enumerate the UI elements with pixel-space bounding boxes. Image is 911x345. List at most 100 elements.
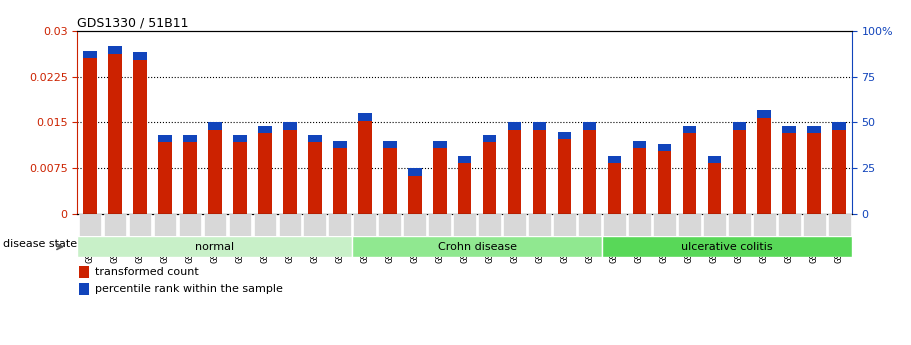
Bar bbox=[133, 52, 147, 214]
Bar bbox=[353, 236, 602, 257]
Bar bbox=[333, 141, 346, 148]
Bar bbox=[708, 156, 722, 214]
Text: ulcerative colitis: ulcerative colitis bbox=[681, 242, 773, 252]
Bar bbox=[682, 126, 696, 214]
Bar bbox=[632, 141, 646, 148]
Bar bbox=[483, 135, 496, 142]
Bar bbox=[229, 214, 251, 236]
Text: GDS1330 / 51B11: GDS1330 / 51B11 bbox=[77, 17, 189, 30]
Bar bbox=[678, 214, 701, 236]
Bar bbox=[208, 122, 221, 214]
Bar bbox=[602, 236, 852, 257]
Bar bbox=[158, 135, 172, 214]
Bar bbox=[783, 126, 796, 133]
Bar bbox=[78, 214, 101, 236]
Bar bbox=[558, 132, 571, 214]
Bar bbox=[408, 168, 422, 176]
Bar bbox=[428, 214, 451, 236]
Bar bbox=[804, 214, 825, 236]
Bar bbox=[358, 113, 372, 214]
Text: transformed count: transformed count bbox=[95, 267, 199, 277]
Bar bbox=[732, 122, 746, 130]
Bar bbox=[353, 214, 376, 236]
Bar bbox=[83, 51, 97, 58]
Bar bbox=[154, 214, 176, 236]
Bar bbox=[383, 141, 396, 214]
Bar bbox=[504, 214, 526, 236]
Bar bbox=[283, 122, 297, 214]
Bar bbox=[632, 141, 646, 214]
Bar bbox=[608, 156, 621, 214]
Bar bbox=[208, 122, 221, 130]
Bar bbox=[833, 122, 846, 214]
Bar bbox=[433, 141, 446, 214]
Bar bbox=[708, 156, 722, 163]
Bar bbox=[703, 214, 726, 236]
Bar bbox=[108, 46, 122, 214]
Bar bbox=[333, 141, 346, 214]
Bar bbox=[682, 126, 696, 133]
Bar bbox=[558, 132, 571, 139]
Bar bbox=[728, 214, 751, 236]
Bar bbox=[478, 214, 501, 236]
Bar bbox=[77, 236, 353, 257]
Bar bbox=[279, 214, 301, 236]
Bar bbox=[778, 214, 801, 236]
Bar bbox=[457, 156, 472, 214]
Bar bbox=[308, 135, 322, 214]
Bar bbox=[133, 52, 147, 60]
Bar bbox=[128, 214, 151, 236]
Bar bbox=[283, 122, 297, 130]
Bar bbox=[553, 214, 576, 236]
Bar bbox=[828, 214, 851, 236]
Bar bbox=[578, 214, 600, 236]
Bar bbox=[79, 283, 89, 295]
Bar bbox=[833, 122, 846, 130]
Text: percentile rank within the sample: percentile rank within the sample bbox=[95, 284, 282, 294]
Bar bbox=[308, 135, 322, 142]
Bar bbox=[583, 122, 597, 130]
Bar bbox=[658, 144, 671, 151]
Bar bbox=[433, 141, 446, 148]
Bar bbox=[158, 135, 172, 142]
Bar bbox=[483, 135, 496, 214]
Bar bbox=[507, 122, 521, 130]
Bar bbox=[783, 126, 796, 214]
Bar bbox=[404, 214, 426, 236]
Bar bbox=[203, 214, 226, 236]
Bar bbox=[658, 144, 671, 214]
Bar bbox=[608, 156, 621, 163]
Bar bbox=[753, 214, 775, 236]
Bar bbox=[253, 214, 276, 236]
Bar bbox=[358, 113, 372, 121]
Bar bbox=[533, 122, 547, 214]
Text: normal: normal bbox=[195, 242, 234, 252]
Bar bbox=[233, 135, 247, 214]
Bar bbox=[233, 135, 247, 142]
Bar bbox=[383, 141, 396, 148]
Bar bbox=[757, 110, 772, 118]
Bar bbox=[507, 122, 521, 214]
Text: disease state: disease state bbox=[3, 239, 77, 249]
Bar bbox=[83, 51, 97, 214]
Bar bbox=[104, 214, 126, 236]
Bar bbox=[179, 214, 201, 236]
Bar bbox=[183, 135, 197, 214]
Bar bbox=[258, 126, 271, 214]
Bar bbox=[533, 122, 547, 130]
Bar bbox=[807, 126, 821, 133]
Bar bbox=[807, 126, 821, 214]
Bar bbox=[454, 214, 476, 236]
Bar bbox=[303, 214, 326, 236]
Bar bbox=[378, 214, 401, 236]
Bar bbox=[629, 214, 650, 236]
Bar bbox=[653, 214, 676, 236]
Bar bbox=[79, 266, 89, 278]
Bar bbox=[408, 168, 422, 214]
Bar bbox=[732, 122, 746, 214]
Bar bbox=[329, 214, 351, 236]
Bar bbox=[108, 46, 122, 53]
Bar bbox=[457, 156, 472, 163]
Bar bbox=[258, 126, 271, 133]
Bar bbox=[757, 110, 772, 214]
